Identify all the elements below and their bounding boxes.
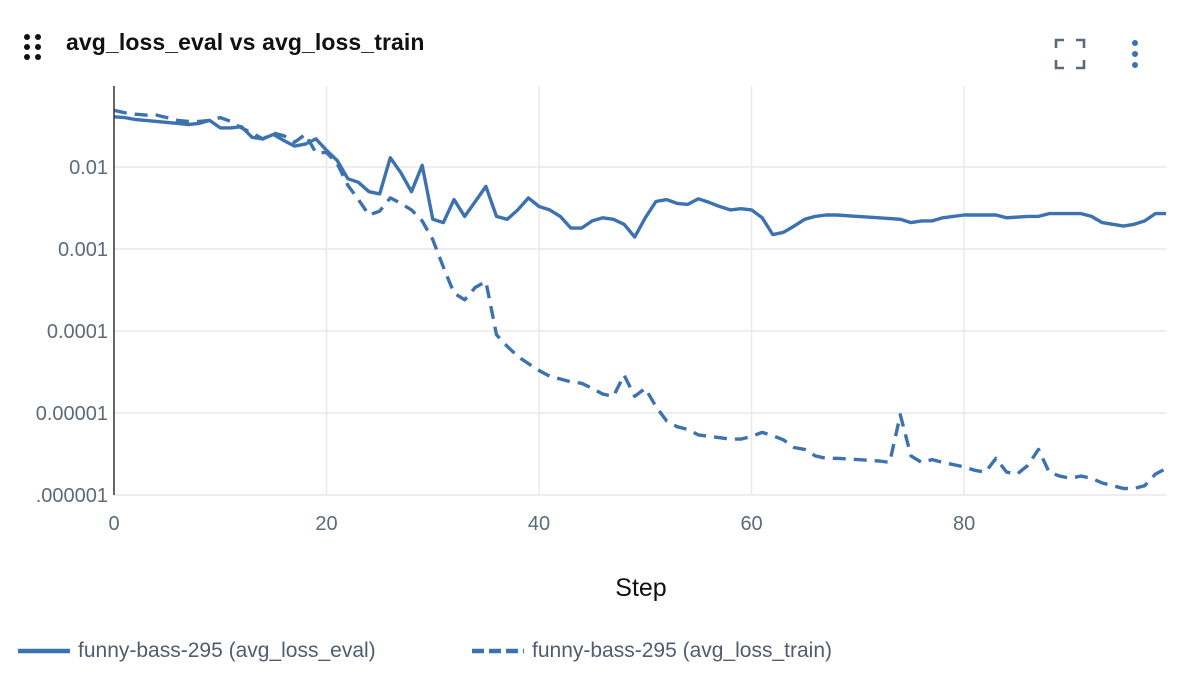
legend-swatch-solid [18, 648, 70, 654]
legend-item-train[interactable]: funny-bass-295 (avg_loss_train) [472, 636, 832, 666]
x-axis-title: Step [615, 574, 666, 602]
x-tick-label: 80 [953, 513, 975, 535]
y-tick-label: 0.00001 [36, 403, 108, 425]
y-tick-label: 0.01 [69, 157, 108, 179]
legend-swatch-dashed [472, 648, 524, 654]
y-tick-label: .000001 [36, 485, 108, 507]
fullscreen-icon[interactable] [1054, 38, 1086, 70]
legend-label-eval: funny-bass-295 (avg_loss_eval) [78, 639, 376, 662]
panel-title: avg_loss_eval vs avg_loss_train [66, 29, 425, 55]
grid [114, 86, 1166, 496]
x-tick-label: 40 [528, 513, 550, 535]
y-tick-label: 0.0001 [47, 321, 108, 343]
legend-item-eval[interactable]: funny-bass-295 (avg_loss_eval) [18, 636, 376, 666]
series-line-train [113, 108, 1167, 491]
y-tick-label: 0.001 [58, 239, 108, 261]
legend-label-train: funny-bass-295 (avg_loss_train) [532, 639, 832, 662]
kebab-menu-icon[interactable] [1126, 38, 1144, 70]
drag-handle-icon[interactable] [24, 34, 48, 64]
x-tick-label: 60 [740, 513, 762, 535]
series-layer [113, 108, 1167, 491]
axes: .000001 0.00001 0.0001 0.001 0.01 0 20 40 60 80 [36, 86, 975, 535]
x-tick-label: 0 [108, 513, 119, 535]
x-tick-label: 20 [315, 513, 337, 535]
loss-chart: .000001 0.00001 0.0001 0.001 0.01 0 20 40 60 80 S… [36, 86, 1167, 602]
legend: funny-bass-295 (avg_loss_eval) funny-bas… [0, 636, 1184, 666]
series-line-eval [113, 115, 1166, 239]
